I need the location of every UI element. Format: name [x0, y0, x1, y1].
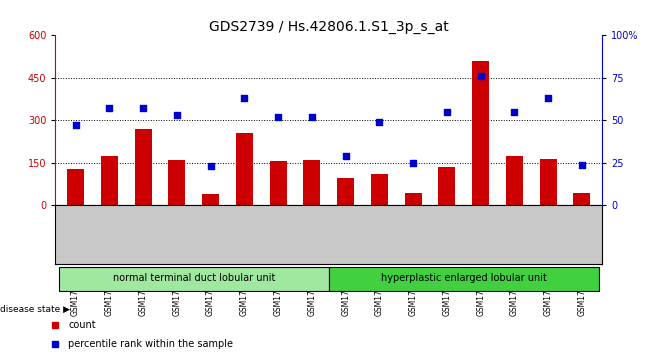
Bar [405, 193, 422, 205]
Point [206, 164, 216, 169]
Point [408, 160, 419, 166]
Point [509, 109, 519, 115]
Bar [101, 156, 118, 205]
Bar [303, 160, 320, 205]
Text: normal terminal duct lobular unit: normal terminal duct lobular unit [113, 273, 275, 283]
Bar [540, 159, 557, 205]
Bar [574, 193, 590, 205]
Bar [472, 61, 489, 205]
Point [441, 109, 452, 115]
Bar [371, 174, 388, 205]
FancyBboxPatch shape [329, 267, 599, 291]
Point [172, 113, 182, 118]
Text: hyperplastic enlarged lobular unit: hyperplastic enlarged lobular unit [381, 273, 547, 283]
Point [104, 105, 115, 111]
Bar [67, 169, 84, 205]
Point [475, 73, 486, 79]
Bar [337, 178, 354, 205]
Text: count: count [68, 320, 96, 330]
Text: percentile rank within the sample: percentile rank within the sample [68, 339, 233, 349]
Bar [506, 156, 523, 205]
Text: disease state ▶: disease state ▶ [0, 305, 70, 314]
FancyBboxPatch shape [59, 267, 329, 291]
Point [543, 96, 553, 101]
Point [340, 153, 351, 159]
Bar [202, 194, 219, 205]
Bar [236, 133, 253, 205]
Bar [270, 161, 286, 205]
Point [70, 122, 81, 128]
Bar [135, 129, 152, 205]
Bar [169, 160, 186, 205]
Point [239, 96, 249, 101]
Bar [439, 167, 455, 205]
Point [307, 114, 317, 120]
Title: GDS2739 / Hs.42806.1.S1_3p_s_at: GDS2739 / Hs.42806.1.S1_3p_s_at [209, 21, 449, 34]
Point [273, 114, 283, 120]
Point [374, 119, 385, 125]
Point [577, 162, 587, 167]
Point [138, 105, 148, 111]
